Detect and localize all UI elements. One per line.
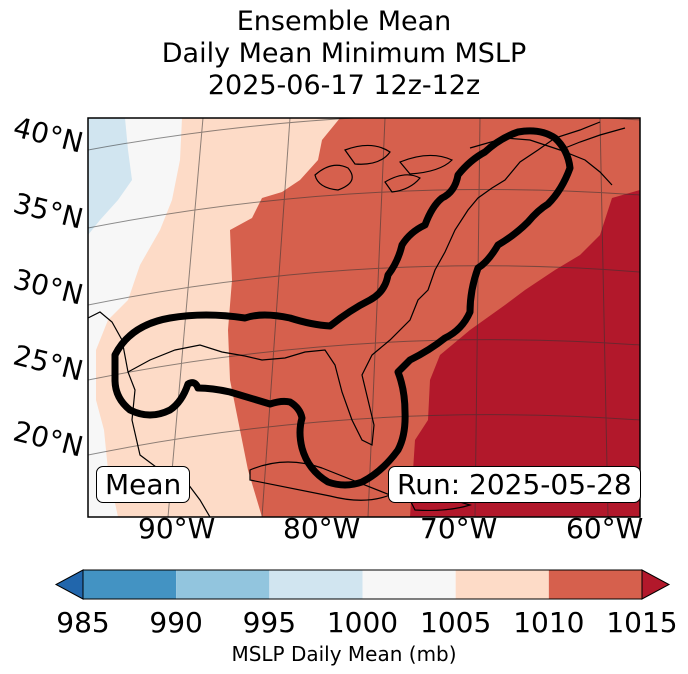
run-date-box: Run: 2025-05-28 <box>388 466 641 503</box>
colorbar-tick-1010: 1010 <box>513 606 585 639</box>
lon-label-60w: 60°W <box>566 512 644 545</box>
map-frame <box>87 117 641 518</box>
colorbar-tick-1005: 1005 <box>420 606 492 639</box>
colorbar-under-arrow <box>54 569 84 600</box>
colorbar-tick-1015: 1015 <box>606 606 678 639</box>
field-995-1000 <box>88 118 132 235</box>
colorbar-tick-985: 985 <box>56 606 110 639</box>
mean-label-box: Mean <box>96 466 191 503</box>
colorbar-label: MSLP Daily Mean (mb) <box>231 642 457 666</box>
colorbar-bin-1005-1010 <box>455 570 549 599</box>
title-line-1: Ensemble Mean <box>236 6 452 37</box>
colorbar-bin-990-995 <box>176 570 270 599</box>
colorbar-bin-995-1000 <box>269 570 363 599</box>
pressure-field <box>88 118 640 517</box>
lon-label-70w: 70°W <box>420 512 498 545</box>
map-plot <box>87 117 641 518</box>
colorbar-tick-995: 995 <box>242 606 297 639</box>
lon-label-80w: 80°W <box>283 512 361 545</box>
colorbar-bin-1000-1005 <box>362 570 456 599</box>
colorbar-bin-1010-1015 <box>548 570 642 599</box>
title-line-3: 2025-06-17 12z-12z <box>207 70 481 101</box>
colorbar-tick-990: 990 <box>149 606 203 639</box>
field-1000-1005 <box>88 118 182 517</box>
colorbar-frame <box>82 569 643 600</box>
mslp-outline-contour <box>111 127 574 489</box>
title-line-2: Daily Mean Minimum MSLP <box>161 38 527 69</box>
lon-label-90w: 90°W <box>138 512 216 545</box>
field-above-1015 <box>410 190 640 517</box>
colorbar-bin-985-990 <box>83 570 177 599</box>
colorbar-tick-1000: 1000 <box>326 606 399 639</box>
colorbar-over-arrow <box>641 569 671 600</box>
